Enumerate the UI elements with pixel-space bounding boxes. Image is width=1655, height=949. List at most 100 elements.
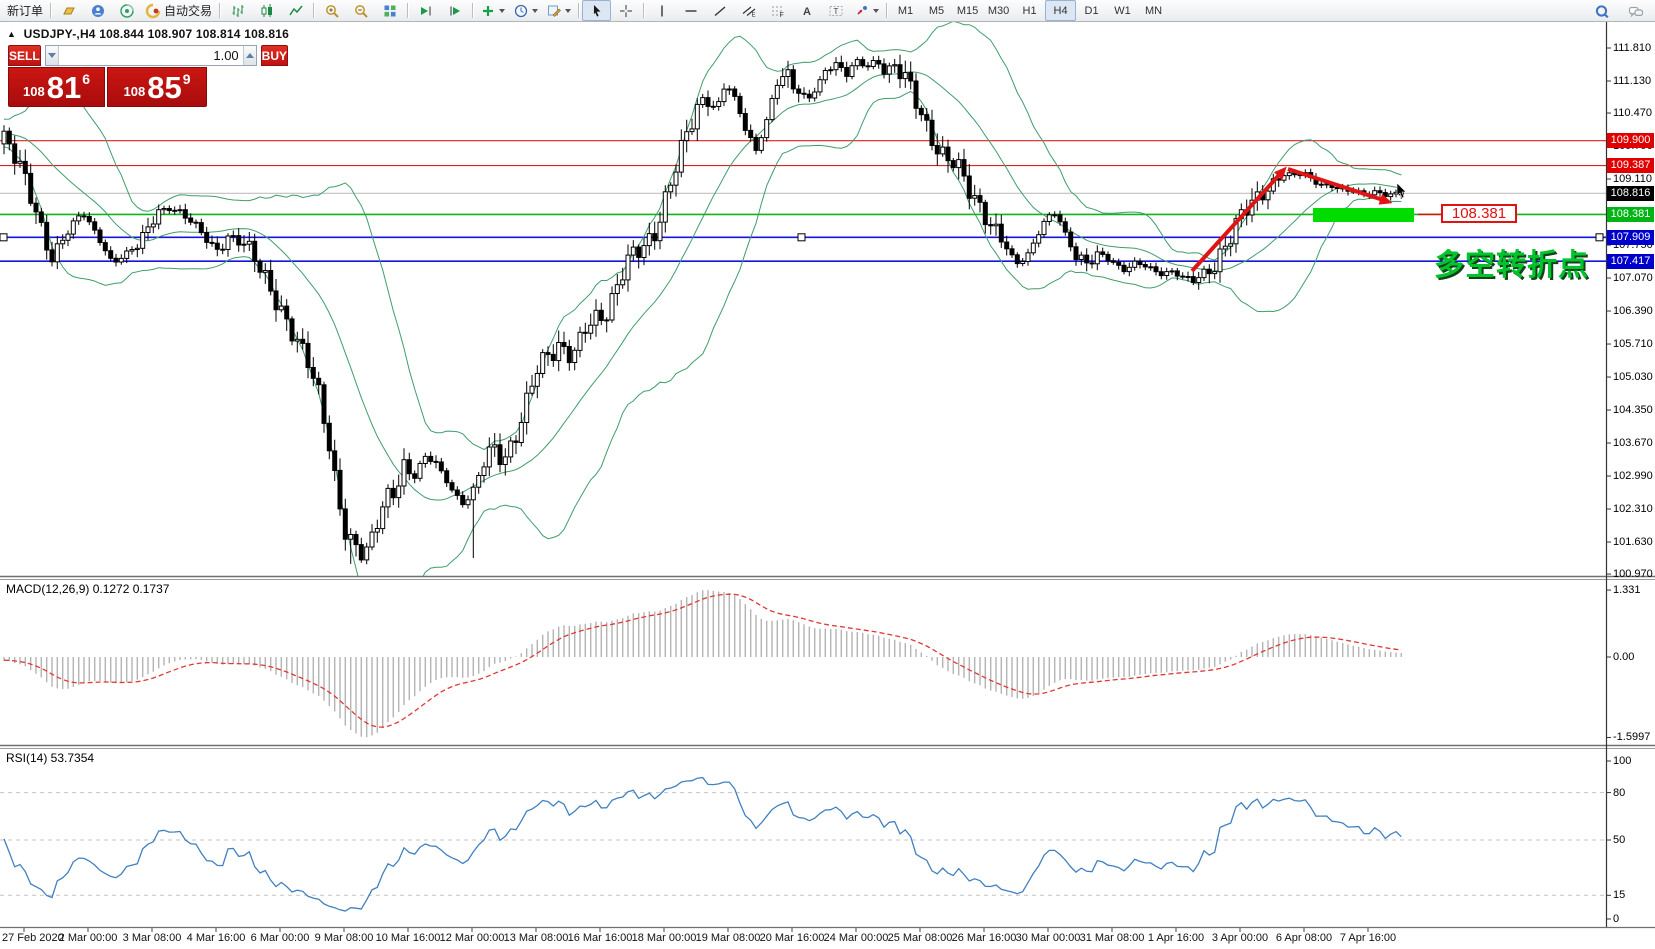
auto-scroll-button[interactable] [411,0,440,21]
candle-chart-button[interactable] [252,0,281,21]
periods-button[interactable] [509,0,542,21]
crosshair-button[interactable] [611,0,640,21]
time-label[interactable]: 4 Mar 16:00 [186,932,246,944]
candle [278,305,284,311]
candle [1174,270,1180,277]
candle [1009,248,1015,256]
macd-plot[interactable] [3,590,1402,738]
candle [1334,187,1340,189]
arrows-button[interactable] [850,0,883,21]
chart-shift-button[interactable] [440,0,469,21]
time-label[interactable]: 13 Mar 08:00 [503,932,569,944]
time-label[interactable]: 19 Mar 08:00 [695,932,761,944]
sell-price-button[interactable]: 108 81 6 [8,67,105,107]
line-chart-button[interactable] [281,0,310,21]
channel-button[interactable]: E [734,0,763,21]
rsi-tick-80: 80 [1613,787,1626,799]
bull-bear-turning-point-note[interactable]: 多空转折点 [1434,249,1589,282]
time-label[interactable]: 26 Mar 16:00 [951,932,1017,944]
collapse-triangle-icon[interactable]: ▲ [7,29,17,39]
candle [673,171,679,186]
trendline-button[interactable] [705,0,734,21]
time-label[interactable]: 24 Mar 00:00 [823,932,889,944]
time-label[interactable]: 16 Mar 16:00 [567,932,633,944]
tf-m30-button[interactable]: M30 [987,4,1010,17]
tf-m5-button[interactable]: M5 [928,4,945,17]
horizontal-line-button[interactable] [676,0,705,21]
candle [449,482,455,491]
time-label[interactable]: 31 Mar 08:00 [1079,932,1145,944]
main-price-plot[interactable] [0,21,1606,622]
candle [438,461,444,472]
vertical-line-button[interactable] [647,0,676,21]
chat-button[interactable] [1621,1,1650,22]
community-icon[interactable] [83,0,112,21]
tf-m15-button[interactable]: M15 [956,4,979,17]
tf-h4-button[interactable]: H4 [1045,0,1077,21]
zoom-in-button[interactable] [317,0,346,21]
candle [289,318,295,342]
candle [1,130,7,145]
candle [70,220,76,235]
buy-price-button[interactable]: 108 85 9 [107,67,207,107]
cursor-button[interactable] [582,0,612,21]
green-zone-rectangle[interactable] [1313,208,1414,222]
bollinger-lower-band[interactable] [3,90,1402,623]
text-label-button[interactable]: T [821,0,850,21]
time-label[interactable]: 20 Mar 16:00 [759,932,825,944]
candle [860,59,866,67]
tf-h1-button[interactable]: H1 [1022,4,1037,17]
trend-arrow-up[interactable] [1190,172,1282,273]
candle [876,60,882,65]
time-label[interactable]: 1 Apr 16:00 [1147,932,1205,944]
volume-input[interactable] [58,46,243,65]
bar-chart-button[interactable] [223,0,252,21]
bollinger-upper-band[interactable] [3,21,1402,451]
time-label[interactable]: 3 Mar 08:00 [122,932,182,944]
hline-selection-handle[interactable] [1595,233,1604,242]
tf-w1-button[interactable]: W1 [1114,4,1131,17]
volume-decrease-button[interactable] [45,46,59,65]
buy-button[interactable]: BUY [260,45,289,66]
bollinger-middle-band[interactable] [3,71,1402,501]
hline-selection-handle[interactable] [797,233,806,242]
chart-window-icon[interactable] [54,0,83,21]
candle [604,319,610,322]
candles-layer[interactable] [1,54,1404,565]
market-watch-icon[interactable] [112,0,141,21]
trend-arrow-down[interactable] [1287,167,1384,202]
time-label[interactable]: 25 Mar 08:00 [887,932,953,944]
rsi-plot[interactable] [0,776,1606,912]
tile-windows-button[interactable] [375,0,404,21]
tf-m1-button[interactable]: M1 [897,4,914,17]
time-label[interactable]: 7 Apr 16:00 [1339,932,1397,944]
candle [412,473,418,479]
indicators-button[interactable] [476,0,509,21]
time-label[interactable]: 9 Mar 08:00 [314,932,374,944]
search-button[interactable] [1587,1,1616,22]
time-label[interactable]: 12 Mar 00:00 [439,932,505,944]
new-order-button[interactable]: 新订单 [7,4,44,18]
time-label[interactable]: 30 Mar 00:00 [1015,932,1081,944]
hline-selection-handle[interactable] [0,233,8,242]
tf-d1-button[interactable]: D1 [1084,4,1099,17]
tf-mn-button[interactable]: MN [1144,4,1163,17]
time-label[interactable]: 10 Mar 16:00 [375,932,441,944]
candle [214,242,220,250]
time-label[interactable]: 6 Apr 08:00 [1275,932,1333,944]
sell-button[interactable]: SELL [8,45,41,66]
templates-button[interactable] [542,0,575,21]
autotrading-button[interactable]: 自动交易 [141,0,216,21]
zoom-out-button[interactable] [346,0,375,21]
time-label[interactable]: 27 Feb 2020 [2,932,64,944]
time-label[interactable]: 2 Mar 00:00 [58,932,118,944]
gold-icon [62,7,75,14]
volume-increase-button[interactable] [242,46,256,65]
price-callout-108381[interactable]: 108.381 [1441,204,1517,223]
time-label[interactable]: 18 Mar 00:00 [631,932,697,944]
time-label[interactable]: 6 Mar 00:00 [250,932,310,944]
fibonacci-button[interactable]: F [763,0,792,21]
time-label[interactable]: 3 Apr 00:00 [1211,932,1269,944]
text-button[interactable]: A [792,0,821,21]
